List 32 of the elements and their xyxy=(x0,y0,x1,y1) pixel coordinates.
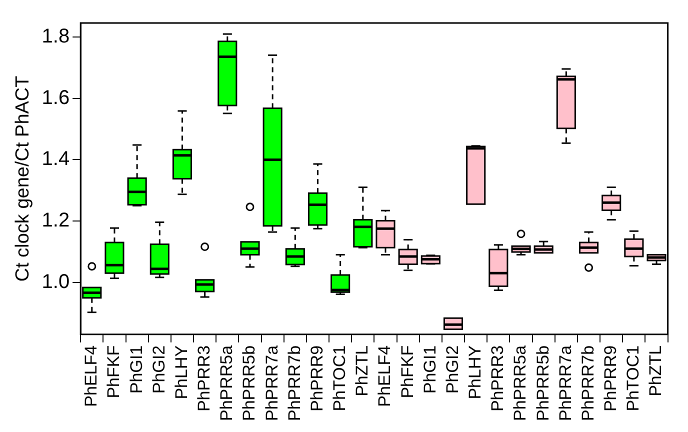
x-tick-label: PhPRR5a xyxy=(217,344,236,422)
x-tick-label: PhGI2 xyxy=(442,345,462,394)
x-tick-label: PhELF4 xyxy=(82,345,101,407)
x-tick-label: PhZTL xyxy=(352,345,372,396)
x-tick-label: PhPRR9 xyxy=(601,345,620,412)
x-tick-label: PhGI1 xyxy=(420,345,440,394)
x-tick-label: PhPRR3 xyxy=(488,345,508,412)
x-tick-label: PhLHY xyxy=(466,345,485,400)
x-tick-label: PhPRR7a xyxy=(262,344,282,422)
x-tick-label: PhZTL xyxy=(646,345,666,396)
x-tick-label: PhPRR9 xyxy=(307,345,326,412)
y-tick-label: 1.4 xyxy=(42,148,70,170)
x-tick-label: PhFKF xyxy=(398,345,417,398)
y-tick-label: 1.0 xyxy=(42,270,70,293)
x-tick-label: PhPRR3 xyxy=(194,345,214,412)
x-tick-label: PhLHY xyxy=(172,345,191,400)
x-tick-label: PhPRR7b xyxy=(284,345,304,422)
y-tick-label: 1.8 xyxy=(42,26,70,48)
x-tick-label: PhPRR5a xyxy=(510,344,530,422)
x-tick-label: PhELF4 xyxy=(375,345,394,407)
x-tick-label: PhPRR5b xyxy=(240,345,259,422)
x-tick-label: PhPRR7a xyxy=(556,344,575,422)
x-tick-label: PhFKF xyxy=(104,345,124,398)
x-tick-label: PhGI2 xyxy=(149,345,168,394)
y-tick-label: 1.6 xyxy=(42,86,70,109)
y-tick-label: 1.2 xyxy=(42,210,70,232)
x-tick-label: PhGI1 xyxy=(126,345,146,394)
x-tick-label: PhPRR7b xyxy=(578,345,598,422)
x-tick-label: PhTOC1 xyxy=(624,345,643,412)
x-tick-label: PhTOC1 xyxy=(330,345,350,412)
x-tick-label: PhPRR5b xyxy=(533,345,552,422)
y-axis-title: Ct clock gene/Ct PhACT xyxy=(12,75,34,282)
